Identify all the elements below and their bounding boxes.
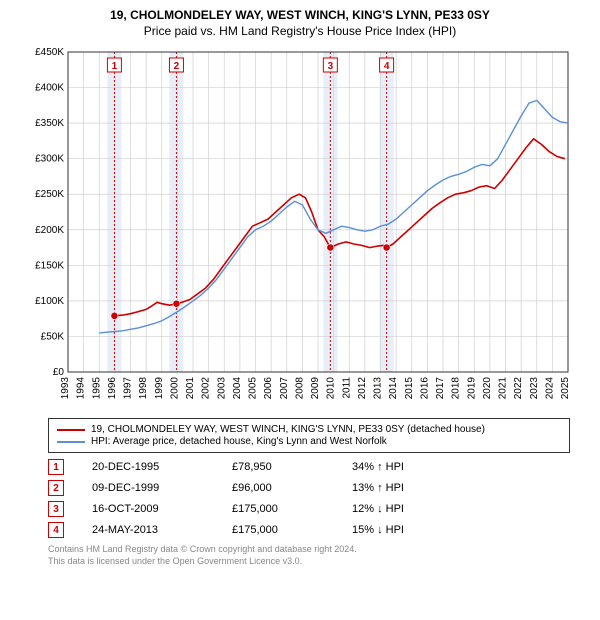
legend-item: 19, CHOLMONDELEY WAY, WEST WINCH, KING'S… [57, 424, 561, 435]
transaction-hpi-delta: 34% ↑ HPI [352, 461, 452, 473]
transaction-date: 16-OCT-2009 [92, 503, 232, 515]
price-chart: £0 £50K £100K £150K £200K £250K £300K £350K £400… [20, 42, 580, 412]
transaction-row: 1 20-DEC-1995£78,95034% ↑ HPI [48, 459, 570, 475]
svg-text:1998: 1998 [138, 377, 149, 400]
transaction-hpi-delta: 15% ↓ HPI [352, 524, 452, 536]
svg-text:1996: 1996 [107, 377, 118, 400]
transaction-price: £78,950 [232, 461, 352, 473]
svg-text:2022: 2022 [513, 377, 524, 400]
svg-text:2019: 2019 [466, 377, 477, 400]
transaction-marker-number: 3 [48, 501, 64, 517]
svg-text:2025: 2025 [560, 377, 571, 400]
legend-label: 19, CHOLMONDELEY WAY, WEST WINCH, KING'S… [91, 424, 485, 435]
title-block: 19, CHOLMONDELEY WAY, WEST WINCH, KING'S… [0, 0, 600, 42]
svg-text:4: 4 [384, 61, 390, 72]
svg-text:2003: 2003 [216, 377, 227, 400]
svg-text:1994: 1994 [76, 377, 87, 400]
svg-text:2007: 2007 [279, 377, 290, 400]
svg-text:£350K: £350K [35, 118, 64, 129]
svg-text:£300K: £300K [35, 154, 64, 165]
svg-text:2006: 2006 [263, 377, 274, 400]
legend-label: HPI: Average price, detached house, King… [91, 436, 387, 447]
transaction-hpi-delta: 12% ↓ HPI [352, 503, 452, 515]
transaction-marker-number: 1 [48, 459, 64, 475]
footer-line-1: Contains HM Land Registry data © Crown c… [48, 544, 570, 556]
transaction-date: 20-DEC-1995 [92, 461, 232, 473]
svg-text:2008: 2008 [294, 377, 305, 400]
transaction-price: £96,000 [232, 482, 352, 494]
footer-line-2: This data is licensed under the Open Gov… [48, 556, 570, 568]
legend: 19, CHOLMONDELEY WAY, WEST WINCH, KING'S… [48, 418, 570, 453]
svg-text:£150K: £150K [35, 260, 64, 271]
footer-attribution: Contains HM Land Registry data © Crown c… [48, 544, 570, 567]
transaction-price: £175,000 [232, 503, 352, 515]
svg-text:2002: 2002 [201, 377, 212, 400]
svg-text:2020: 2020 [482, 377, 493, 400]
svg-text:2013: 2013 [373, 377, 384, 400]
svg-text:2004: 2004 [232, 377, 243, 400]
svg-text:2009: 2009 [310, 377, 321, 400]
svg-text:2014: 2014 [388, 377, 399, 400]
svg-text:£0: £0 [53, 367, 65, 378]
svg-text:2005: 2005 [248, 377, 259, 400]
transaction-marker-number: 2 [48, 480, 64, 496]
svg-text:3: 3 [328, 61, 334, 72]
svg-text:1: 1 [112, 61, 118, 72]
svg-text:2010: 2010 [326, 377, 337, 400]
svg-text:£200K: £200K [35, 225, 64, 236]
svg-text:2016: 2016 [419, 377, 430, 400]
svg-text:2021: 2021 [498, 377, 509, 400]
transaction-row: 3 16-OCT-2009£175,00012% ↓ HPI [48, 501, 570, 517]
svg-text:2018: 2018 [451, 377, 462, 400]
svg-text:£400K: £400K [35, 83, 64, 94]
legend-item: HPI: Average price, detached house, King… [57, 436, 561, 447]
svg-text:2017: 2017 [435, 377, 446, 400]
svg-text:£450K: £450K [35, 47, 64, 58]
transaction-marker-number: 4 [48, 522, 64, 538]
svg-text:1995: 1995 [91, 377, 102, 400]
svg-text:£250K: £250K [35, 189, 64, 200]
transaction-date: 09-DEC-1999 [92, 482, 232, 494]
svg-text:2023: 2023 [529, 377, 540, 400]
title-line-2: Price paid vs. HM Land Registry's House … [10, 24, 590, 38]
legend-swatch [57, 429, 85, 431]
title-line-1: 19, CHOLMONDELEY WAY, WEST WINCH, KING'S… [10, 8, 590, 22]
svg-text:1993: 1993 [60, 377, 71, 400]
transaction-date: 24-MAY-2013 [92, 524, 232, 536]
transaction-hpi-delta: 13% ↑ HPI [352, 482, 452, 494]
svg-text:2001: 2001 [185, 377, 196, 400]
svg-text:£50K: £50K [41, 331, 65, 342]
svg-text:2: 2 [174, 61, 180, 72]
transaction-row: 4 24-MAY-2013£175,00015% ↓ HPI [48, 522, 570, 538]
transaction-price: £175,000 [232, 524, 352, 536]
svg-text:1997: 1997 [123, 377, 134, 400]
svg-text:2011: 2011 [341, 377, 352, 399]
svg-text:1999: 1999 [154, 377, 165, 400]
svg-text:£100K: £100K [35, 296, 64, 307]
svg-text:2015: 2015 [404, 377, 415, 400]
svg-text:2024: 2024 [544, 377, 555, 400]
legend-swatch [57, 441, 85, 443]
svg-text:2012: 2012 [357, 377, 368, 400]
svg-text:2000: 2000 [169, 377, 180, 400]
transactions-table: 1 20-DEC-1995£78,95034% ↑ HPI 2 09-DEC-1999… [48, 459, 570, 538]
transaction-row: 2 09-DEC-1999£96,00013% ↑ HPI [48, 480, 570, 496]
